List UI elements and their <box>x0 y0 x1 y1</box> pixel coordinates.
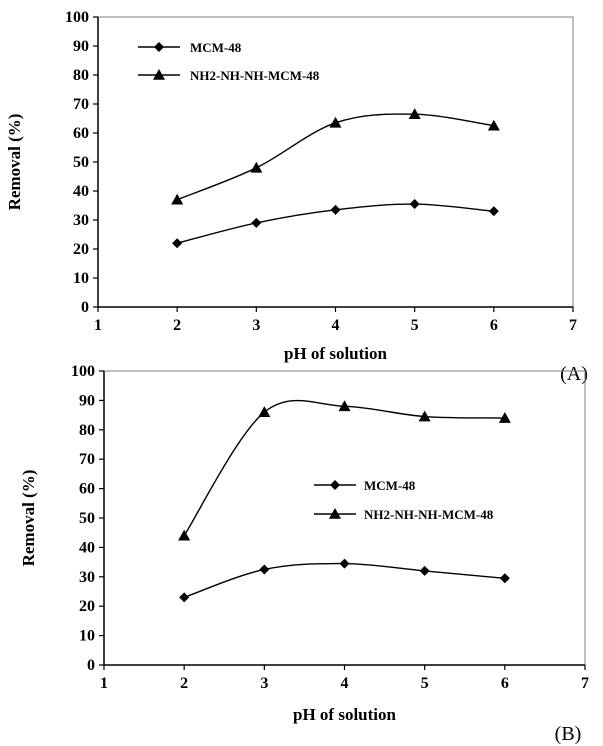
panel-label: (A) <box>560 363 588 385</box>
legend-label: NH2-NH-NH-MCM-48 <box>190 68 320 83</box>
x-tick-label: 7 <box>581 675 589 692</box>
y-tick-label: 50 <box>79 510 95 527</box>
data-point-triangle <box>258 406 271 417</box>
legend-label: MCM-48 <box>190 40 242 55</box>
legend-marker-diamond <box>154 42 164 52</box>
legend-label: NH2-NH-NH-MCM-48 <box>364 507 494 522</box>
y-tick-label: 40 <box>73 183 89 200</box>
panel-label: (B) <box>555 723 582 745</box>
x-tick-label: 3 <box>260 675 268 692</box>
x-tick-label: 4 <box>341 675 349 692</box>
y-tick-label: 80 <box>73 67 89 84</box>
data-point-diamond <box>251 217 262 228</box>
data-point-diamond <box>259 564 270 575</box>
x-tick-label: 1 <box>100 675 108 692</box>
y-axis-title: Removal (%) <box>5 114 24 211</box>
y-tick-label: 0 <box>87 657 95 674</box>
y-tick-label: 10 <box>79 628 95 645</box>
x-tick-label: 2 <box>173 317 181 334</box>
y-tick-label: 80 <box>79 422 95 439</box>
data-point-diamond <box>179 592 190 603</box>
y-tick-label: 70 <box>73 96 89 113</box>
y-tick-label: 90 <box>79 392 95 409</box>
legend-marker-triangle <box>153 69 165 80</box>
x-axis-title: pH of solution <box>293 705 397 724</box>
data-point-triangle <box>171 193 184 205</box>
x-tick-label: 3 <box>252 317 260 334</box>
data-point-diamond <box>409 199 420 210</box>
y-tick-label: 60 <box>73 125 89 142</box>
chart-panel-b: 0 10 20 30 40 50 60 70 80 90 100 1 2 3 4 5 6 7 pH of solut… <box>19 363 589 745</box>
x-tick-label: 1 <box>94 317 102 334</box>
y-tick-label: 10 <box>73 270 89 287</box>
data-point-triangle <box>498 412 511 423</box>
data-point-triangle <box>487 119 500 131</box>
data-point-triangle <box>338 400 351 412</box>
data-point-diamond <box>330 204 341 215</box>
x-tick-label: 5 <box>411 317 419 334</box>
x-tick-label: 4 <box>332 317 340 334</box>
data-point-diamond <box>172 238 183 249</box>
y-axis-title: Removal (%) <box>19 470 38 567</box>
series-line-triangle <box>183 399 505 537</box>
y-tick-label: 90 <box>73 38 89 55</box>
y-tick-label: 0 <box>81 299 89 316</box>
data-point-triangle <box>250 161 263 173</box>
x-tick-label: 6 <box>490 317 498 334</box>
chart-panel-a: 0 10 20 30 40 50 60 70 80 90 100 1 2 3 4 5 6 7 pH of solut… <box>5 9 588 385</box>
y-tick-label: 20 <box>79 598 95 615</box>
legend-marker-diamond <box>330 480 340 490</box>
x-tick-label: 2 <box>180 675 188 692</box>
y-tick-label: 30 <box>79 569 95 586</box>
data-point-diamond <box>488 206 499 217</box>
x-tick-label: 6 <box>501 675 509 692</box>
x-axis-title: pH of solution <box>284 344 388 363</box>
data-point-triangle <box>329 116 342 128</box>
y-tick-label: 40 <box>79 539 95 556</box>
data-point-diamond <box>499 573 510 584</box>
y-tick-label: 20 <box>73 241 89 258</box>
data-point-triangle <box>418 410 431 422</box>
data-point-triangle <box>178 529 191 541</box>
y-tick-label: 100 <box>71 363 95 380</box>
legend-marker-triangle <box>329 508 341 519</box>
series-line-diamond <box>183 562 505 599</box>
y-tick-label: 60 <box>79 481 95 498</box>
y-tick-label: 50 <box>73 154 89 171</box>
y-tick-label: 100 <box>65 9 89 26</box>
data-point-diamond <box>339 558 350 569</box>
plot-area-frame <box>97 16 574 308</box>
x-tick-label: 7 <box>569 317 577 334</box>
legend-label: MCM-48 <box>364 478 416 493</box>
data-point-diamond <box>419 565 430 576</box>
x-tick-label: 5 <box>421 675 429 692</box>
y-tick-label: 30 <box>73 212 89 229</box>
data-point-triangle <box>408 108 421 119</box>
y-tick-label: 70 <box>79 451 95 468</box>
plot-area-frame <box>103 370 586 666</box>
